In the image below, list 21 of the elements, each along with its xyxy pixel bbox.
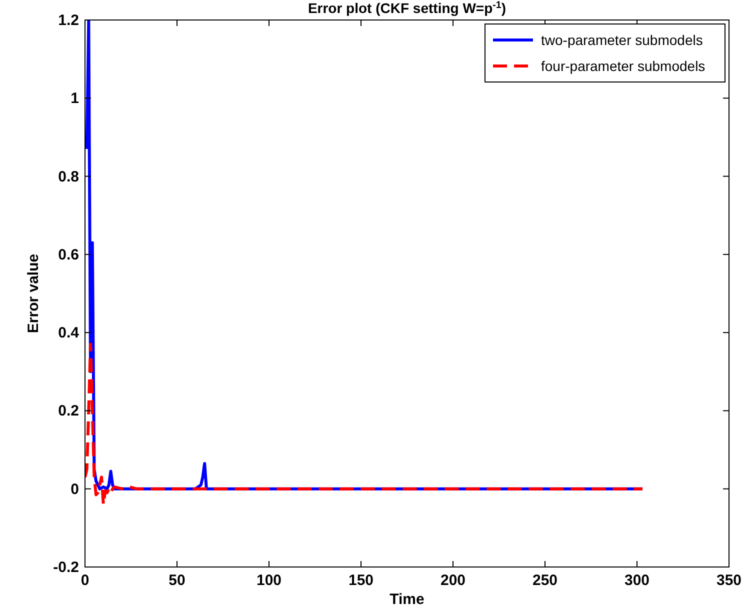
legend-label: four-parameter submodels [541, 58, 706, 74]
x-tick-label: 100 [256, 572, 282, 589]
x-tick-label: 250 [532, 572, 558, 589]
x-tick-label: 350 [716, 572, 742, 589]
line-series [85, 342, 644, 506]
legend-label: two-parameter submodels [541, 32, 703, 48]
y-tick-label: 1 [70, 90, 79, 108]
x-axis-title: Time [390, 591, 424, 608]
y-tick-label: 0.8 [58, 168, 79, 186]
y-tick-label: 1.2 [58, 12, 79, 29]
x-tick-label: 150 [348, 572, 374, 589]
x-tick-label: 200 [440, 572, 466, 589]
chart-title: Error plot (CKF setting W=p$^{-1}$) [308, 0, 506, 16]
x-tick-label: 50 [168, 572, 186, 589]
y-tick-label: 0.4 [58, 324, 80, 342]
x-tick-label: 300 [624, 572, 650, 589]
y-tick-label: 0.6 [58, 246, 79, 264]
y-tick-label: 0 [70, 480, 79, 498]
y-tick-label: 0.2 [58, 402, 79, 420]
y-axis-title: Error value [25, 254, 42, 334]
y-tick-label: -0.2 [53, 559, 79, 576]
